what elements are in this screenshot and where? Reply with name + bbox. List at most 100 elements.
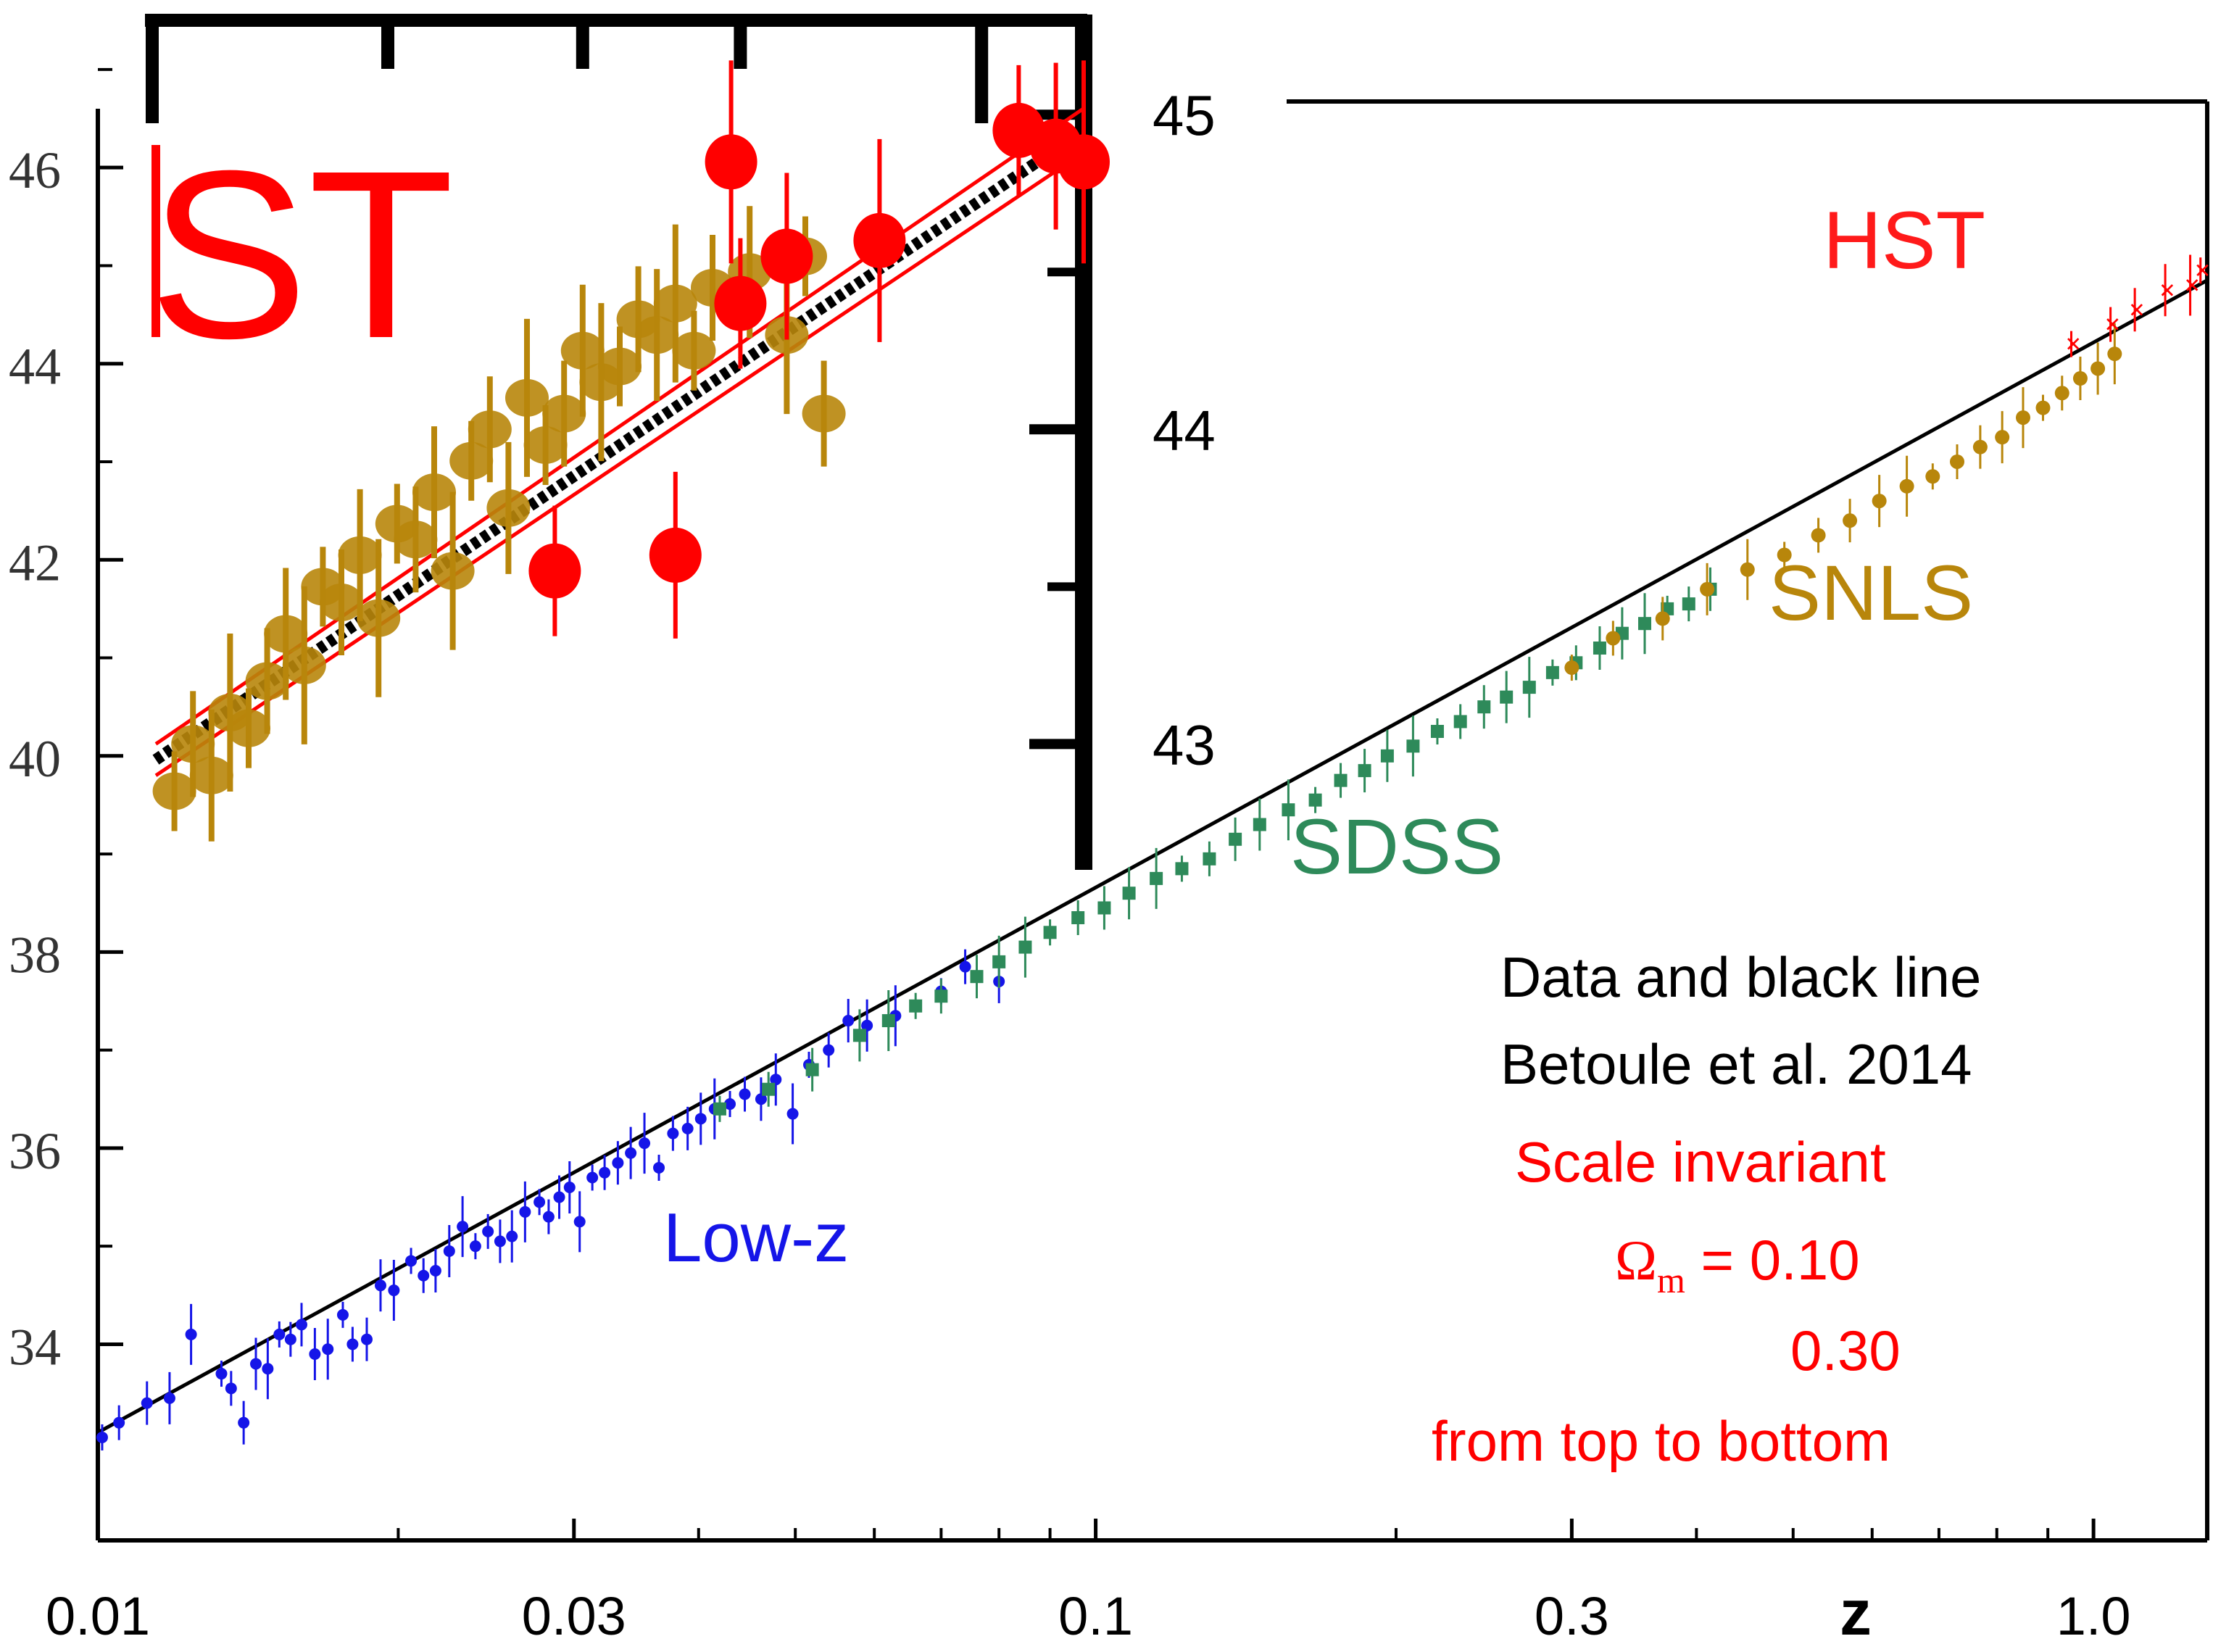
marker (625, 1147, 637, 1159)
data-point-low-z (599, 1155, 611, 1190)
data-point-snls (1925, 463, 1940, 490)
marker: ✕ (2184, 274, 2201, 296)
marker (1071, 911, 1085, 925)
data-point-low-z (215, 1361, 228, 1387)
data-point-sdss (970, 955, 984, 999)
marker (1018, 940, 1032, 954)
data-point-low-z (506, 1210, 518, 1263)
annotation-omega-value-2: 0.30 (1790, 1319, 1901, 1382)
data-point-low-z (842, 999, 855, 1043)
inset-snls-point (635, 269, 679, 402)
marker (429, 1264, 441, 1277)
annotation-model-name: Scale invariant (1515, 1130, 1886, 1194)
main-y-ticks: 34 36 38 40 42 44 46 (9, 67, 123, 1376)
data-point-low-z (262, 1338, 274, 1400)
marker (1122, 887, 1136, 900)
main-data-points: ✕✕✕✕ ✕✕ (96, 254, 2211, 1450)
marker (533, 1196, 546, 1208)
marker (238, 1416, 250, 1429)
data-point-low-z (346, 1327, 359, 1362)
marker (1872, 494, 1887, 509)
data-point-sdss (1453, 704, 1467, 739)
data-point-low-z (653, 1154, 665, 1181)
marker (1811, 528, 1826, 543)
inset-marker (264, 615, 308, 653)
data-point-low-z (113, 1405, 125, 1440)
inset-snls-point (282, 586, 326, 744)
data-point-low-z (625, 1126, 637, 1179)
data-point-low-z (185, 1303, 197, 1365)
x-tick-label: 1.0 (2056, 1586, 2131, 1646)
data-point-sdss (1308, 786, 1322, 813)
marker (1043, 926, 1057, 939)
marker (861, 1019, 873, 1032)
data-point-sdss (1282, 779, 1295, 841)
inset-hst-point (714, 238, 767, 369)
marker (418, 1269, 430, 1282)
marker (163, 1392, 175, 1404)
marker: ✕ (2159, 279, 2175, 302)
data-point-sdss (1122, 867, 1136, 920)
marker (506, 1230, 518, 1242)
data-point-sdss (1018, 916, 1032, 978)
inset-panel: 43 44 45 ST (145, 14, 1216, 870)
marker (1564, 660, 1579, 676)
marker (1925, 469, 1940, 484)
inset-model-line (154, 107, 1085, 746)
data-point-snls (1872, 475, 1887, 528)
data-point-low-z (469, 1233, 481, 1260)
data-point-sdss (1682, 586, 1695, 622)
marker (1150, 871, 1163, 885)
x-axis-label: z (1840, 1577, 1872, 1648)
data-point-sdss (1203, 841, 1216, 876)
data-point-low-z (639, 1113, 651, 1174)
marker (262, 1363, 274, 1375)
marker (881, 1014, 895, 1028)
y-tick-label: 36 (9, 1122, 61, 1180)
inset-marker (357, 599, 401, 637)
marker (1972, 439, 1988, 454)
data-point-low-z (786, 1083, 799, 1145)
data-point-snls (2035, 394, 2051, 421)
marker (573, 1216, 586, 1228)
data-point-sdss (1358, 749, 1371, 793)
inset-marker (1058, 134, 1110, 190)
data-point-low-z (553, 1175, 565, 1219)
inset-marker (635, 316, 679, 354)
marker (755, 1093, 767, 1105)
marker (405, 1255, 418, 1267)
data-point-snls (2107, 323, 2122, 385)
marker (823, 1044, 835, 1056)
data-point-low-z (519, 1181, 531, 1242)
marker (992, 955, 1006, 968)
annotation-data-source-line1: Data and black line (1500, 945, 1981, 1009)
marker (1229, 832, 1242, 846)
data-point-low-z (542, 1199, 555, 1234)
inset-right-tick-label: 45 (1153, 83, 1216, 147)
marker (694, 1113, 707, 1125)
data-point-sdss (1477, 685, 1491, 729)
data-point-snls (2090, 342, 2106, 395)
inset-hst-point (649, 471, 702, 639)
y-tick-label: 44 (9, 338, 61, 396)
inset-marker (760, 228, 813, 284)
data-point-sdss (1593, 626, 1606, 671)
inset-snls-point (431, 491, 475, 650)
marker (1253, 818, 1266, 831)
marker (113, 1416, 125, 1429)
data-point-snls (2054, 375, 2069, 411)
annotation-data-source-line2: Betoule et al. 2014 (1500, 1032, 1972, 1096)
inset-marker (449, 441, 494, 480)
data-point-sdss (1253, 798, 1266, 851)
marker (2035, 400, 2051, 415)
x-tick-label: 0.01 (46, 1586, 150, 1646)
inset-hst-point (853, 138, 906, 342)
inset-right-tick-label: 43 (1153, 713, 1216, 776)
marker (336, 1308, 349, 1321)
data-point-sdss (713, 1095, 726, 1122)
data-point-low-z (361, 1317, 373, 1361)
marker (249, 1358, 262, 1370)
data-point-low-z (612, 1141, 624, 1185)
marker (667, 1127, 679, 1140)
marker (934, 989, 948, 1003)
